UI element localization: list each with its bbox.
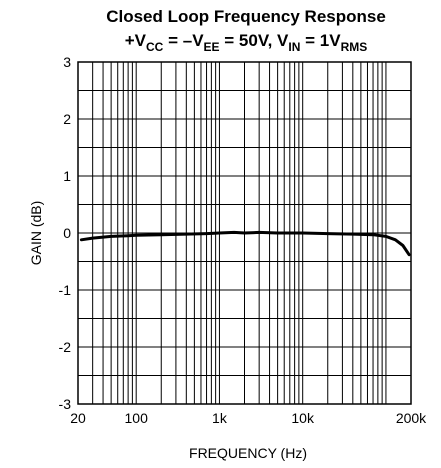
title-part: CC xyxy=(146,40,164,54)
title-part: = –V xyxy=(163,31,204,50)
x-axis-label: FREQUENCY (Hz) xyxy=(189,445,307,461)
y-tick-label: -1 xyxy=(59,282,72,298)
title-part: RMS xyxy=(341,40,368,54)
x-tick-label: 100 xyxy=(125,410,149,426)
x-tick-label: 10k xyxy=(291,410,315,426)
title-part: IN xyxy=(288,40,300,54)
y-tick-label: 1 xyxy=(63,168,71,184)
plot-frame xyxy=(77,61,412,405)
y-tick-labels: 3 2 1 0 -1 -2 -3 xyxy=(59,54,72,412)
chart-title-line2: +VCC = –VEE = 50V, VIN = 1VRMS xyxy=(125,31,368,54)
y-axis-label: GAIN (dB) xyxy=(28,201,44,266)
gain-series-line xyxy=(79,230,411,257)
y-tick-label: -3 xyxy=(59,396,72,412)
chart-title: Closed Loop Frequency Response +VCC = –V… xyxy=(106,7,386,54)
y-tick-label: -2 xyxy=(59,339,72,355)
title-part: = 50V, V xyxy=(220,31,290,50)
series-group xyxy=(79,230,411,257)
chart-title-line1: Closed Loop Frequency Response xyxy=(106,7,386,26)
y-tick-label: 0 xyxy=(63,225,71,241)
y-tick-label: 2 xyxy=(63,111,71,127)
title-part: EE xyxy=(204,40,220,54)
title-part: +V xyxy=(125,31,147,50)
x-tick-label: 1k xyxy=(212,410,228,426)
x-tick-labels: 20 100 1k 10k 200k xyxy=(70,410,427,426)
x-tick-label: 200k xyxy=(396,410,427,426)
x-tick-label: 20 xyxy=(70,410,86,426)
y-tick-label: 3 xyxy=(63,54,71,70)
title-part: = 1V xyxy=(300,31,341,50)
